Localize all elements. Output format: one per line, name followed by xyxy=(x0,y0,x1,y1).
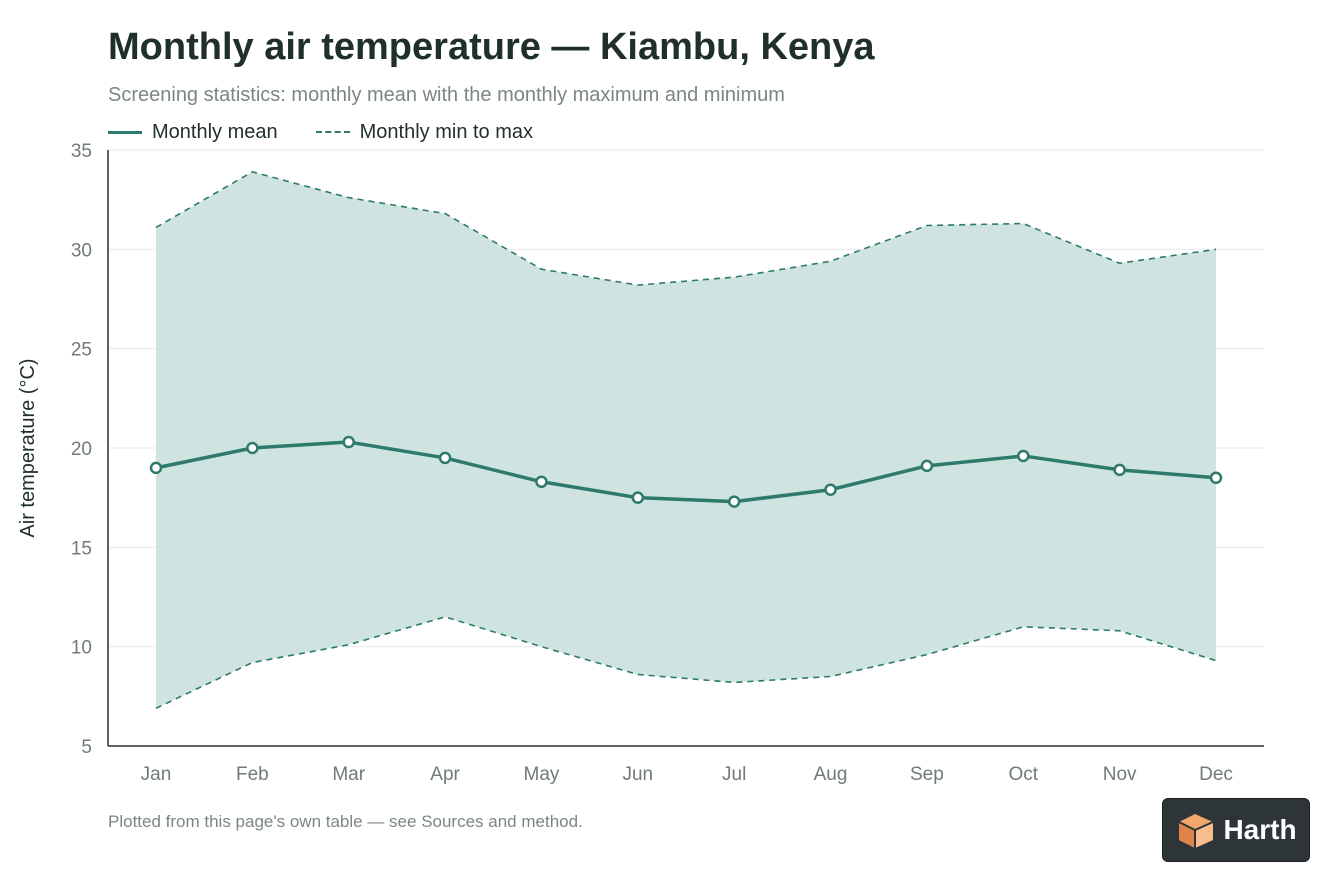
series-line-max xyxy=(155,170,1217,286)
y-tick-label: 30 xyxy=(71,240,92,261)
legend-swatch-solid xyxy=(108,130,142,134)
x-tick-label: May xyxy=(524,764,560,785)
mean-point xyxy=(1209,471,1223,485)
x-tick-label: Aug xyxy=(814,764,848,785)
x-tick-label: Sep xyxy=(910,764,944,785)
series-line-mean xyxy=(155,440,1217,504)
logo-text: Harth xyxy=(1223,814,1297,845)
mean-point xyxy=(342,435,355,449)
y-tick-label: 5 xyxy=(81,737,92,758)
y-tick-label: 25 xyxy=(71,340,92,361)
legend-item-mean: Monthly mean xyxy=(108,121,278,144)
chart-title: Monthly air temperature — Kiambu, Kenya xyxy=(108,26,875,68)
mean-point xyxy=(920,459,934,473)
x-tick-label: Dec xyxy=(1199,764,1233,785)
mean-point xyxy=(727,495,741,508)
mean-point xyxy=(631,491,645,504)
min-max-band xyxy=(156,171,1216,709)
y-tick-label: 15 xyxy=(71,538,92,559)
chart-subtitle: Screening statistics: monthly mean with … xyxy=(108,84,785,106)
x-tick-label: Jul xyxy=(722,764,746,785)
chart-legend: Monthly mean Monthly min to max xyxy=(108,119,571,145)
x-tick-label: Oct xyxy=(1008,764,1038,785)
mean-point xyxy=(1113,463,1126,477)
mean-point xyxy=(246,441,259,455)
legend-label-mean: Monthly mean xyxy=(152,120,278,143)
harth-logo-icon xyxy=(1178,814,1214,848)
y-tick-label: 10 xyxy=(71,638,92,659)
x-tick-label: Jun xyxy=(622,764,653,785)
legend-label-range: Monthly min to max xyxy=(359,120,534,143)
x-tick-label: Nov xyxy=(1103,764,1137,785)
mean-point xyxy=(824,483,837,496)
x-tick-label: Feb xyxy=(236,764,269,785)
mean-point xyxy=(535,475,548,489)
y-tick-label: 20 xyxy=(71,439,92,460)
mean-point xyxy=(438,451,452,465)
y-axis-title: Air temperature (°C) xyxy=(17,358,39,537)
legend-swatch-dashed xyxy=(315,131,350,133)
chart-footnote: Plotted from this page's own table — see… xyxy=(108,812,583,831)
harth-logo[interactable]: Harth xyxy=(1162,798,1310,862)
legend-item-range: Monthly min to max xyxy=(315,120,534,144)
x-tick-label: Jan xyxy=(141,764,172,785)
x-tick-label: Apr xyxy=(430,764,460,785)
mean-point xyxy=(149,461,163,475)
x-tick-label: Mar xyxy=(332,764,365,785)
mean-point xyxy=(1017,449,1030,463)
series-line-min xyxy=(155,616,1217,709)
y-tick-label: 35 xyxy=(71,141,92,162)
